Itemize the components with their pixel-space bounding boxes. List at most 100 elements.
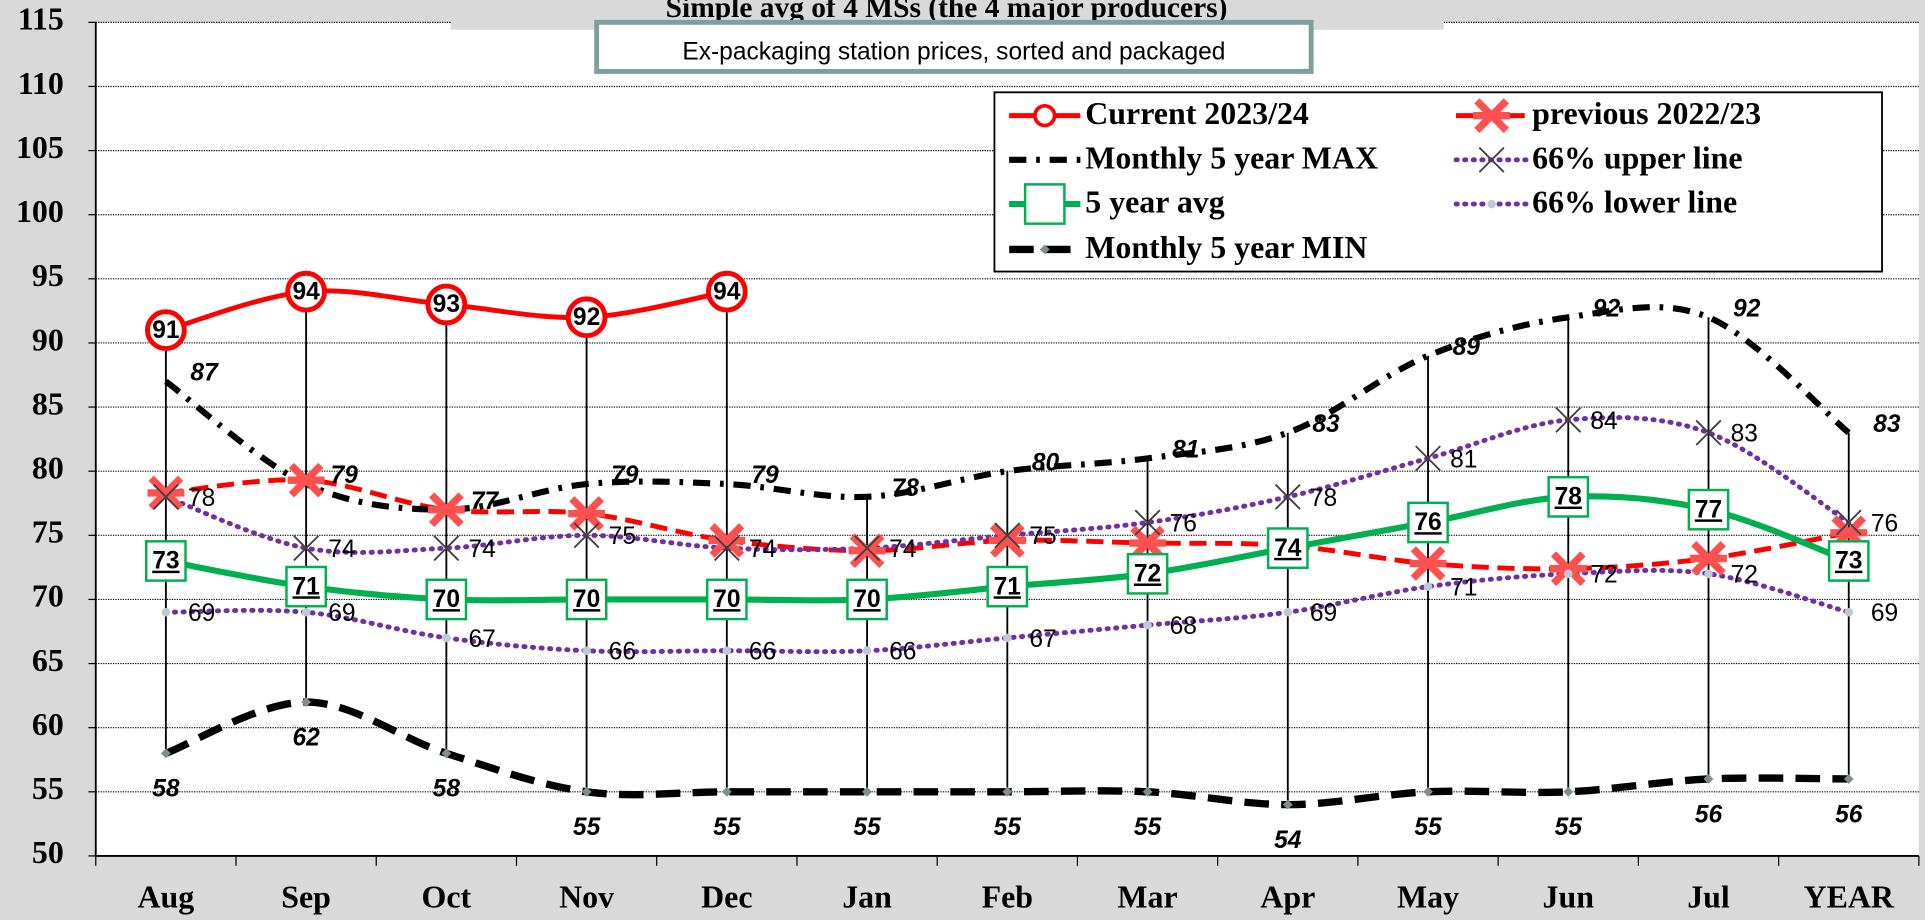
- y-tick-label: 75: [32, 515, 64, 550]
- y-tick-label: 95: [32, 258, 64, 293]
- data-label: 92: [1733, 295, 1761, 322]
- y-tick-label: 60: [32, 707, 64, 742]
- y-tick-label: 90: [32, 322, 64, 357]
- data-label: 78: [188, 485, 215, 512]
- point: [568, 496, 606, 531]
- subtitle-box: [594, 19, 1314, 74]
- data-label: 81: [1172, 436, 1199, 463]
- point: [581, 786, 592, 797]
- point: [986, 565, 1029, 608]
- data-label: 78: [1555, 484, 1582, 511]
- point: [1266, 527, 1309, 570]
- point: [1142, 786, 1153, 797]
- legend-entries: Current 2023/24 previous 2022/23 Monthly 5…: [1009, 96, 1761, 265]
- data-label: 78: [1310, 485, 1337, 512]
- data-label: 69: [328, 600, 355, 627]
- legend-label: Current 2023/24: [1085, 96, 1309, 131]
- data-label: 75: [609, 523, 636, 550]
- y-tick-label: 115: [18, 2, 64, 37]
- legend: [993, 91, 1883, 273]
- point: [848, 533, 886, 569]
- point: [1827, 540, 1870, 582]
- point: [1478, 146, 1505, 173]
- point: [1134, 509, 1161, 536]
- data-label: 67: [468, 626, 495, 653]
- legend-label: 66% upper line: [1532, 140, 1742, 175]
- data-label: 83: [1873, 411, 1901, 438]
- x-tick-label: Oct: [422, 879, 472, 914]
- point: [1547, 475, 1590, 518]
- data-label: 83: [1731, 421, 1758, 448]
- y-tick-label: 70: [32, 579, 64, 614]
- point: [846, 578, 888, 621]
- y-tick-label: 65: [32, 643, 64, 678]
- data-label: 66: [609, 639, 636, 666]
- point: [1695, 419, 1722, 446]
- point: [708, 523, 746, 558]
- data-label: 79: [611, 462, 639, 489]
- data-label: 70: [713, 586, 740, 613]
- point: [1423, 786, 1433, 797]
- point: [1844, 607, 1854, 617]
- data-label: 72: [1731, 562, 1758, 589]
- point: [722, 646, 732, 656]
- point: [161, 607, 171, 617]
- data-label: 62: [292, 724, 320, 751]
- point: [1283, 607, 1293, 617]
- x-tick-label: Nov: [559, 879, 614, 914]
- data-label: 56: [1835, 801, 1863, 828]
- legend-label: 66% lower line: [1532, 185, 1737, 220]
- point: [1023, 183, 1066, 225]
- legend-marker: [1033, 103, 1057, 128]
- point: [565, 296, 608, 339]
- data-label: 67: [1029, 626, 1056, 653]
- data-label: 70: [853, 586, 880, 613]
- data-label: 89: [1453, 334, 1481, 361]
- point: [1126, 552, 1169, 595]
- point: [862, 786, 872, 797]
- point: [862, 646, 872, 656]
- point: [1563, 569, 1573, 579]
- point: [1423, 582, 1433, 591]
- data-label: 54: [1274, 827, 1302, 854]
- data-label: 93: [433, 291, 460, 318]
- y-tick-label: 80: [32, 451, 64, 486]
- point: [287, 462, 325, 498]
- data-label: 66: [889, 639, 916, 666]
- data-label: 74: [468, 536, 495, 563]
- data-label: 81: [1450, 446, 1477, 473]
- point: [425, 283, 468, 326]
- point: [433, 535, 460, 562]
- data-label: 79: [331, 462, 359, 489]
- data-label: 94: [292, 278, 320, 305]
- series-line: [164, 698, 1849, 809]
- data-label: 77: [1695, 496, 1722, 523]
- point: [582, 646, 591, 656]
- data-label: 58: [152, 776, 180, 803]
- point: [988, 523, 1026, 558]
- point: [1704, 569, 1713, 579]
- point: [1549, 551, 1587, 586]
- point: [994, 522, 1021, 549]
- series-marks: 91 94 93 92 94 87 79 77 79 79 78 80 81 83 89 92 92 83 78 74…: [145, 270, 1901, 854]
- data-label: 72: [1134, 560, 1161, 587]
- point: [147, 475, 185, 511]
- point: [1563, 786, 1574, 797]
- x-tick-label: Sep: [281, 879, 331, 914]
- data-label: 74: [889, 536, 916, 563]
- data-label: 76: [1170, 510, 1197, 537]
- data-label: 94: [713, 278, 741, 305]
- data-label: 74: [328, 536, 355, 563]
- point: [301, 697, 312, 707]
- point: [1690, 541, 1727, 576]
- point: [285, 565, 327, 608]
- point: [441, 748, 452, 759]
- data-label: 72: [1590, 562, 1617, 589]
- data-label: 76: [1871, 510, 1898, 537]
- point: [705, 270, 748, 313]
- data-label: 70: [573, 586, 600, 613]
- y-tick-label: 100: [16, 194, 64, 229]
- data-label: 55: [713, 814, 741, 841]
- data-label: 70: [433, 586, 460, 613]
